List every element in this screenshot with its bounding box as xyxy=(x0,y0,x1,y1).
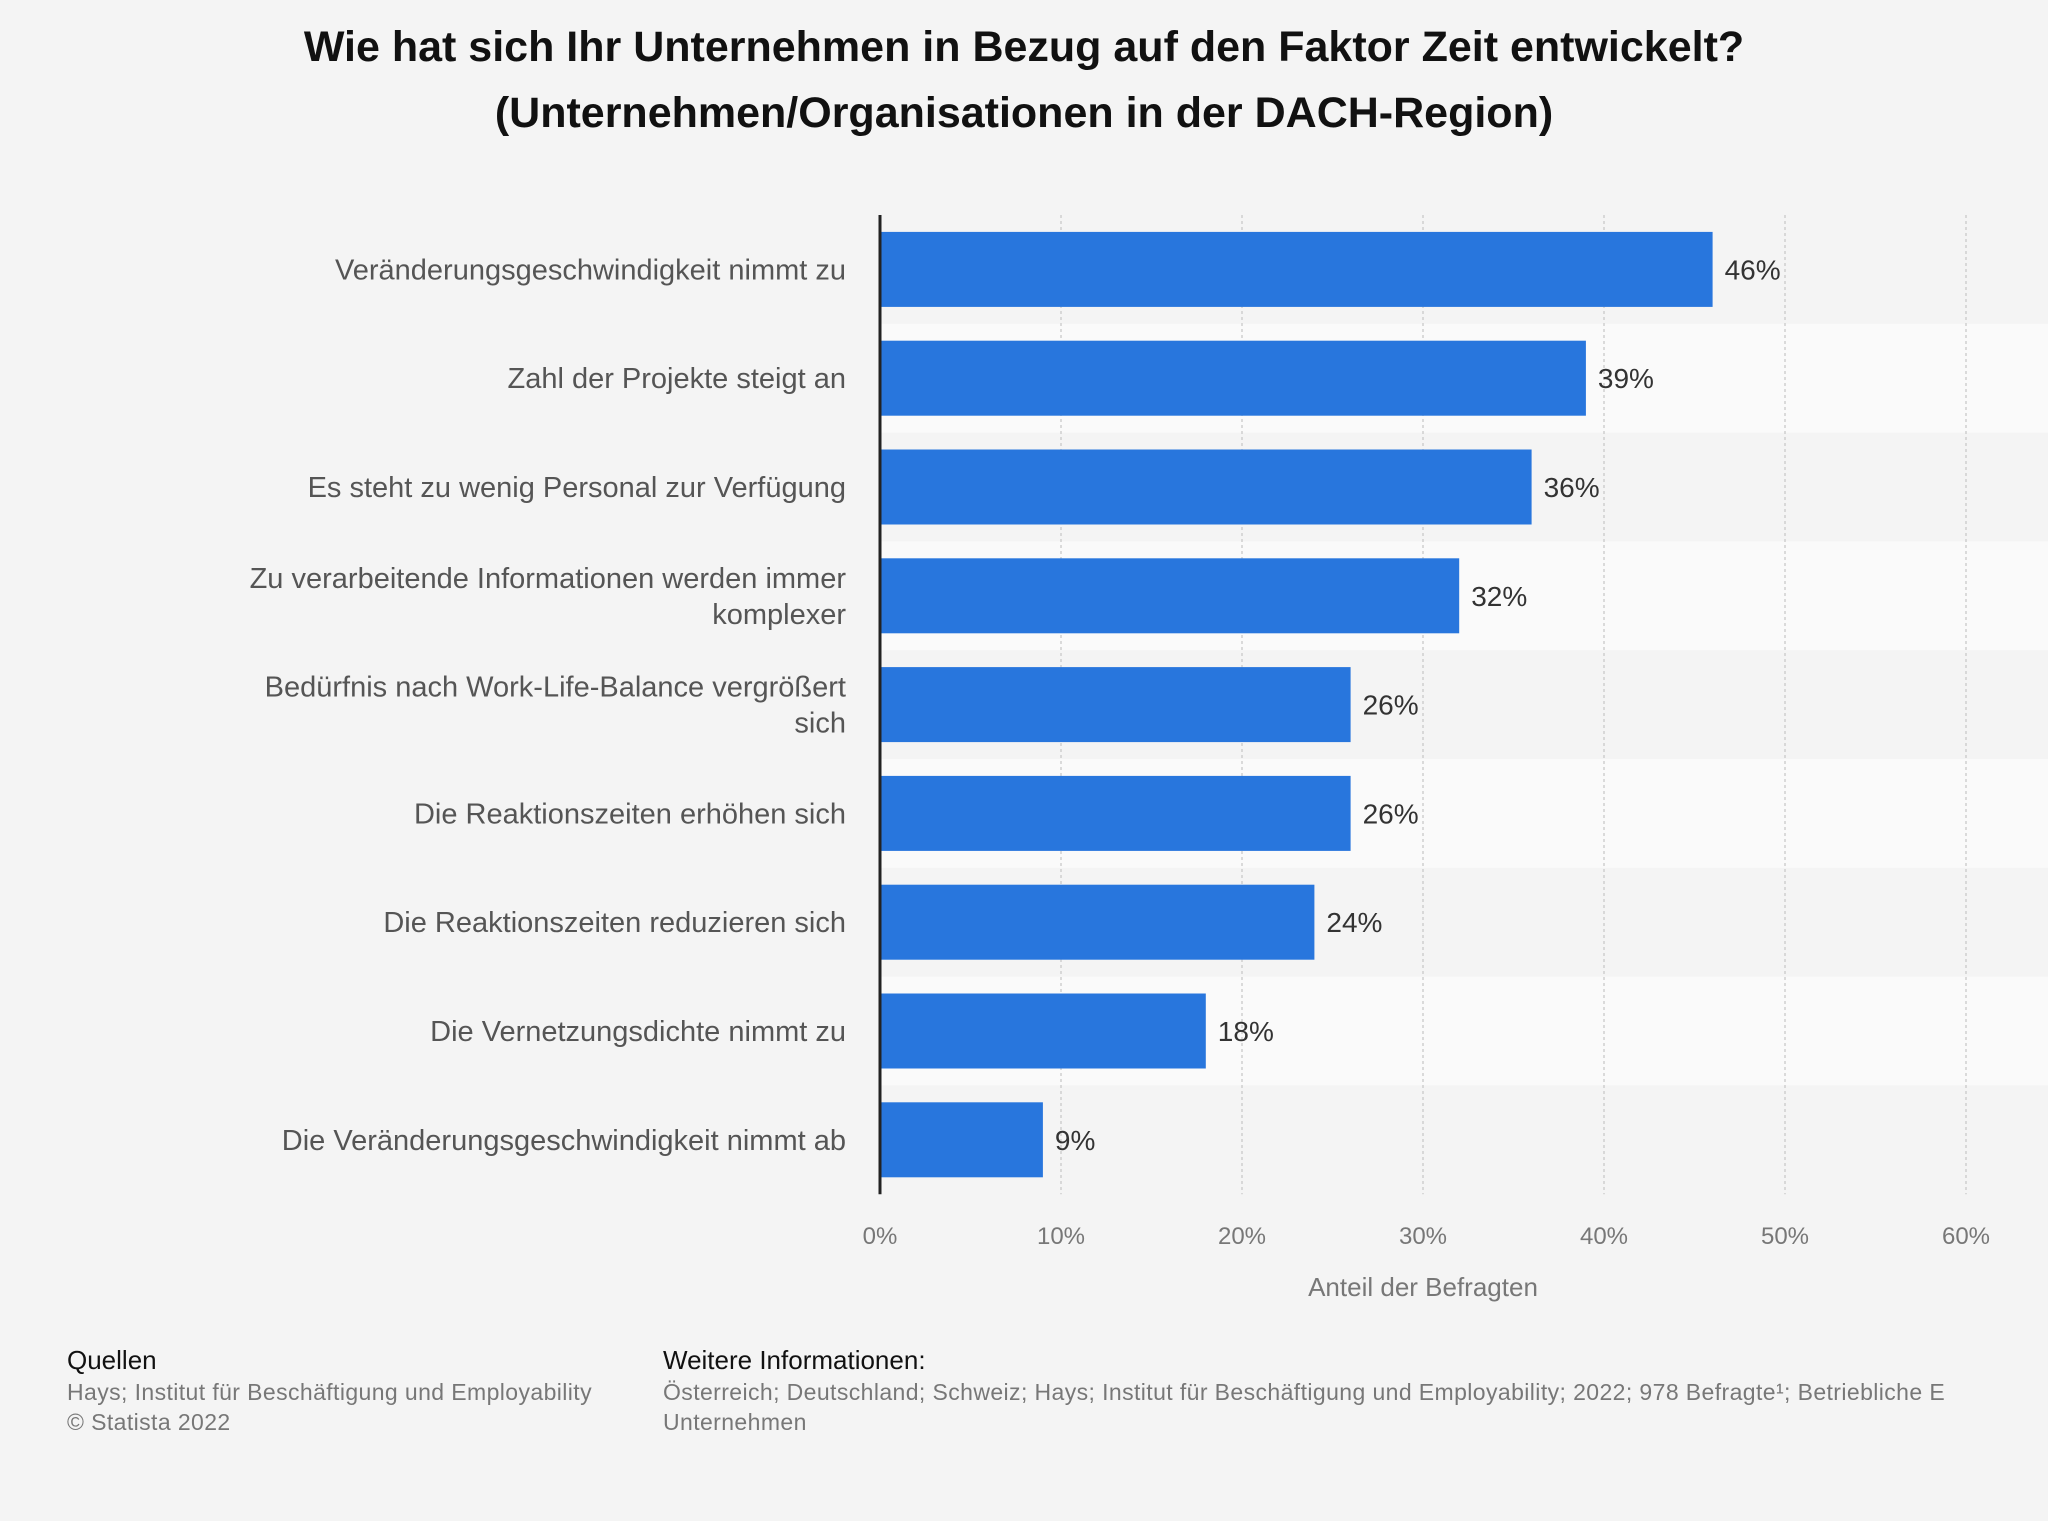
category-label: Die Vernetzungsdichte nimmt zu xyxy=(430,1016,846,1048)
sources-section: Quellen Hays; Institut für Beschäftigung… xyxy=(67,1343,592,1437)
further-info-section: Weitere Informationen: Österreich; Deuts… xyxy=(663,1343,2048,1437)
x-tick-label: 0% xyxy=(863,1223,898,1250)
bar-value-label: 18% xyxy=(1218,1016,1274,1047)
x-tick-label: 40% xyxy=(1580,1223,1628,1250)
x-tick-label: 20% xyxy=(1218,1223,1266,1250)
x-axis-title: Anteil der Befragten xyxy=(1308,1272,1538,1302)
category-label: Die Reaktionszeiten reduzieren sich xyxy=(383,907,846,939)
bar-value-label: 24% xyxy=(1326,907,1382,938)
chart-title-line-2: (Unternehmen/Organisationen in der DACH-… xyxy=(494,89,1554,137)
copyright-line: © Statista 2022 xyxy=(67,1409,231,1435)
bar xyxy=(880,558,1460,634)
bar xyxy=(880,667,1351,743)
category-label: Veränderungsgeschwindigkeit nimmt zu xyxy=(335,254,846,286)
bar-chart: 46% Veränderungsgeschwindigkeit nimmt zu 3… xyxy=(249,215,1991,1303)
x-tick-label: 50% xyxy=(1761,1223,1809,1250)
further-info-line-1: Österreich; Deutschland; Schweiz; Hays; … xyxy=(663,1379,1946,1405)
x-tick-label: 60% xyxy=(1942,1223,1990,1250)
bar xyxy=(880,340,1586,416)
bar-value-label: 32% xyxy=(1471,581,1527,612)
sources-heading: Quellen xyxy=(67,1345,157,1375)
category-label: Zu verarbeitende Informationen werden im… xyxy=(250,563,847,631)
bar xyxy=(880,1102,1043,1178)
further-info-line-2: Unternehmen xyxy=(663,1409,807,1435)
bar-value-label: 26% xyxy=(1363,690,1419,721)
bar xyxy=(880,775,1351,851)
bar-value-label: 36% xyxy=(1544,472,1600,503)
x-tick-label: 30% xyxy=(1399,1223,1447,1250)
bar xyxy=(880,993,1206,1069)
category-label: Die Reaktionszeiten erhöhen sich xyxy=(414,798,846,830)
bar xyxy=(880,449,1532,525)
bar-value-label: 9% xyxy=(1055,1125,1095,1156)
category-label: Es steht zu wenig Personal zur Verfügung xyxy=(308,472,846,504)
category-label: Bedürfnis nach Work-Life-Balance vergröß… xyxy=(265,672,846,740)
further-info-heading: Weitere Informationen: xyxy=(663,1345,926,1375)
sources-line-1: Hays; Institut für Beschäftigung und Emp… xyxy=(67,1379,592,1405)
chart-title-line-1: Wie hat sich Ihr Unternehmen in Bezug au… xyxy=(303,23,1745,71)
bar-value-label: 46% xyxy=(1725,254,1781,285)
bar xyxy=(880,884,1315,960)
category-label: Zahl der Projekte steigt an xyxy=(507,363,846,395)
bar xyxy=(880,231,1713,307)
chart-title: Wie hat sich Ihr Unternehmen in Bezug au… xyxy=(0,14,2048,146)
category-label: Die Veränderungsgeschwindigkeit nimmt ab xyxy=(282,1125,846,1157)
bar-value-label: 39% xyxy=(1598,363,1654,394)
x-tick-label: 10% xyxy=(1037,1223,1085,1250)
bar-value-label: 26% xyxy=(1363,798,1419,829)
